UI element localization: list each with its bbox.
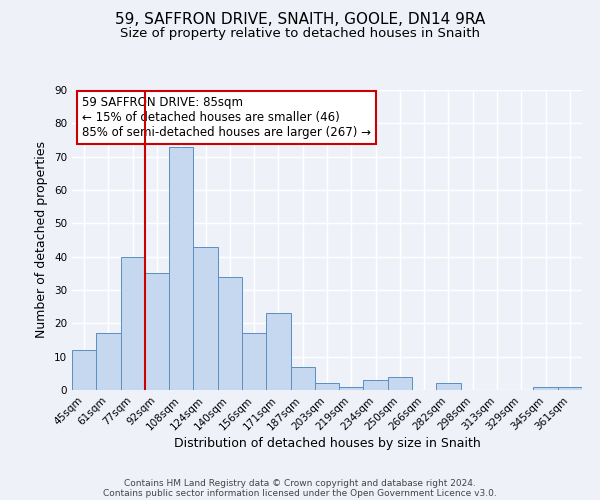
Bar: [96, 334, 121, 390]
Bar: [145, 274, 169, 390]
Text: 59, SAFFRON DRIVE, SNAITH, GOOLE, DN14 9RA: 59, SAFFRON DRIVE, SNAITH, GOOLE, DN14 9…: [115, 12, 485, 28]
Text: Contains public sector information licensed under the Open Government Licence v3: Contains public sector information licen…: [103, 488, 497, 498]
Bar: [364, 380, 388, 390]
Bar: [436, 384, 461, 390]
Bar: [290, 366, 315, 390]
Y-axis label: Number of detached properties: Number of detached properties: [35, 142, 49, 338]
Bar: [533, 386, 558, 390]
Bar: [388, 376, 412, 390]
Bar: [315, 384, 339, 390]
Bar: [169, 146, 193, 390]
Bar: [218, 276, 242, 390]
Bar: [266, 314, 290, 390]
Text: Contains HM Land Registry data © Crown copyright and database right 2024.: Contains HM Land Registry data © Crown c…: [124, 478, 476, 488]
X-axis label: Distribution of detached houses by size in Snaith: Distribution of detached houses by size …: [173, 438, 481, 450]
Text: Size of property relative to detached houses in Snaith: Size of property relative to detached ho…: [120, 28, 480, 40]
Bar: [72, 350, 96, 390]
Bar: [339, 386, 364, 390]
Bar: [558, 386, 582, 390]
Bar: [121, 256, 145, 390]
Bar: [193, 246, 218, 390]
Bar: [242, 334, 266, 390]
Text: 59 SAFFRON DRIVE: 85sqm
← 15% of detached houses are smaller (46)
85% of semi-de: 59 SAFFRON DRIVE: 85sqm ← 15% of detache…: [82, 96, 371, 139]
